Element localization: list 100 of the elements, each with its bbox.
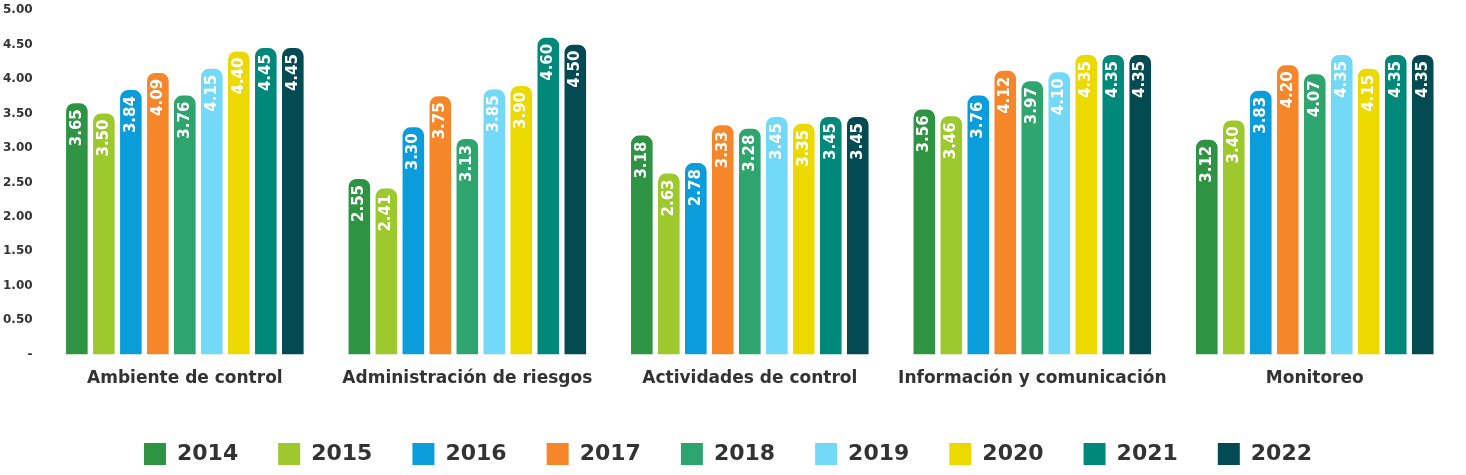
data-label: 3.90 — [511, 91, 530, 129]
data-label: 3.12 — [1196, 145, 1215, 183]
y-tick-label: 2.50 — [3, 174, 33, 189]
y-tick-label: 4.00 — [3, 71, 33, 86]
data-label: 3.33 — [712, 131, 731, 169]
data-label: 3.13 — [457, 145, 476, 183]
data-label: 4.35 — [1412, 60, 1431, 98]
data-label: 3.75 — [430, 102, 449, 140]
bar — [1276, 65, 1299, 355]
data-label: 2.41 — [376, 194, 395, 232]
bar — [1195, 139, 1218, 355]
bar — [1411, 54, 1434, 355]
data-label: 4.35 — [1385, 60, 1404, 98]
bar — [348, 178, 371, 355]
data-label: 4.15 — [1358, 74, 1377, 112]
data-label: 2.78 — [685, 169, 704, 207]
bar — [819, 116, 842, 355]
bar — [658, 173, 680, 355]
data-label: 3.76 — [174, 101, 193, 139]
data-label: 3.46 — [941, 122, 960, 160]
data-label: 4.07 — [1304, 80, 1323, 118]
bar — [402, 127, 425, 355]
bar — [712, 125, 734, 355]
bar — [792, 123, 815, 355]
bar — [913, 109, 936, 355]
legend-label: 2014 — [176, 439, 239, 465]
y-tick-label: 4.50 — [3, 36, 33, 51]
data-label: 3.56 — [914, 115, 933, 153]
x-tick-label: Actividades de control — [642, 367, 858, 388]
data-label: 3.50 — [93, 119, 112, 157]
x-tick-label: Ambiente de control — [87, 367, 283, 388]
bar — [1303, 74, 1326, 355]
y-tick-label: - — [27, 346, 33, 361]
bar — [120, 90, 142, 355]
legend-label: 2021 — [1116, 439, 1178, 465]
x-tick-label: Administración de riesgos — [342, 367, 593, 388]
bar — [685, 163, 707, 355]
data-label: 3.45 — [766, 122, 785, 160]
data-label: 4.09 — [147, 78, 166, 116]
data-label: 4.35 — [1331, 60, 1350, 98]
data-label: 4.45 — [282, 54, 301, 92]
bar — [66, 103, 88, 355]
legend-label: 2017 — [579, 439, 641, 465]
y-tick-label: 5.00 — [3, 2, 33, 17]
data-label: 4.20 — [1277, 71, 1296, 109]
legend-label: 2020 — [982, 439, 1044, 465]
bar — [631, 135, 653, 355]
data-label: 3.65 — [66, 109, 85, 147]
y-tick-label: 3.50 — [3, 105, 33, 120]
bar — [739, 128, 761, 355]
bar — [994, 70, 1017, 355]
bar — [174, 95, 196, 355]
y-tick-label: 2.00 — [3, 208, 33, 223]
bar — [255, 48, 277, 355]
bar — [1330, 54, 1353, 355]
data-label: 3.35 — [793, 129, 812, 167]
data-label: 3.83 — [1250, 96, 1269, 134]
bar — [846, 116, 869, 355]
legend-label: 2022 — [1250, 439, 1313, 465]
data-label: 3.85 — [484, 95, 503, 133]
bar — [456, 139, 479, 355]
bar — [1075, 54, 1098, 355]
data-label: 4.40 — [228, 57, 247, 95]
y-tick-label: 0.50 — [3, 312, 33, 327]
data-label: 4.45 — [255, 54, 274, 92]
bar — [1048, 72, 1071, 355]
data-label: 3.97 — [1022, 87, 1041, 125]
bar — [1384, 54, 1407, 355]
data-label: 2.55 — [349, 184, 368, 222]
bar — [1102, 54, 1125, 355]
bar — [375, 188, 398, 355]
y-tick-label: 1.50 — [3, 243, 33, 258]
data-label: 4.12 — [995, 76, 1014, 114]
y-tick-label: 3.00 — [3, 140, 33, 155]
legend-label: 2016 — [445, 439, 507, 465]
bar — [483, 89, 506, 355]
legend-label: 2015 — [311, 439, 373, 465]
data-label: 3.84 — [120, 96, 139, 134]
data-label: 4.60 — [538, 43, 557, 81]
data-label: 3.76 — [968, 101, 987, 139]
bar — [201, 68, 223, 355]
data-label: 3.45 — [820, 122, 839, 160]
bar — [282, 48, 304, 355]
data-label: 3.45 — [847, 122, 866, 160]
data-label: 3.40 — [1223, 126, 1242, 164]
bar — [1222, 120, 1245, 355]
data-label: 4.50 — [565, 50, 584, 88]
legend-label: 2018 — [713, 439, 776, 465]
y-tick-label: 1.00 — [3, 277, 33, 292]
x-tick-label: Información y comunicación — [898, 367, 1167, 388]
bar — [93, 113, 115, 355]
data-label: 3.28 — [739, 134, 758, 172]
bar — [147, 72, 169, 355]
bar — [1021, 81, 1044, 355]
bar — [228, 51, 250, 355]
data-label: 4.15 — [201, 74, 220, 112]
bar — [1129, 54, 1152, 355]
bar — [940, 116, 963, 355]
data-label: 3.30 — [403, 133, 422, 171]
data-label: 4.35 — [1103, 60, 1122, 98]
